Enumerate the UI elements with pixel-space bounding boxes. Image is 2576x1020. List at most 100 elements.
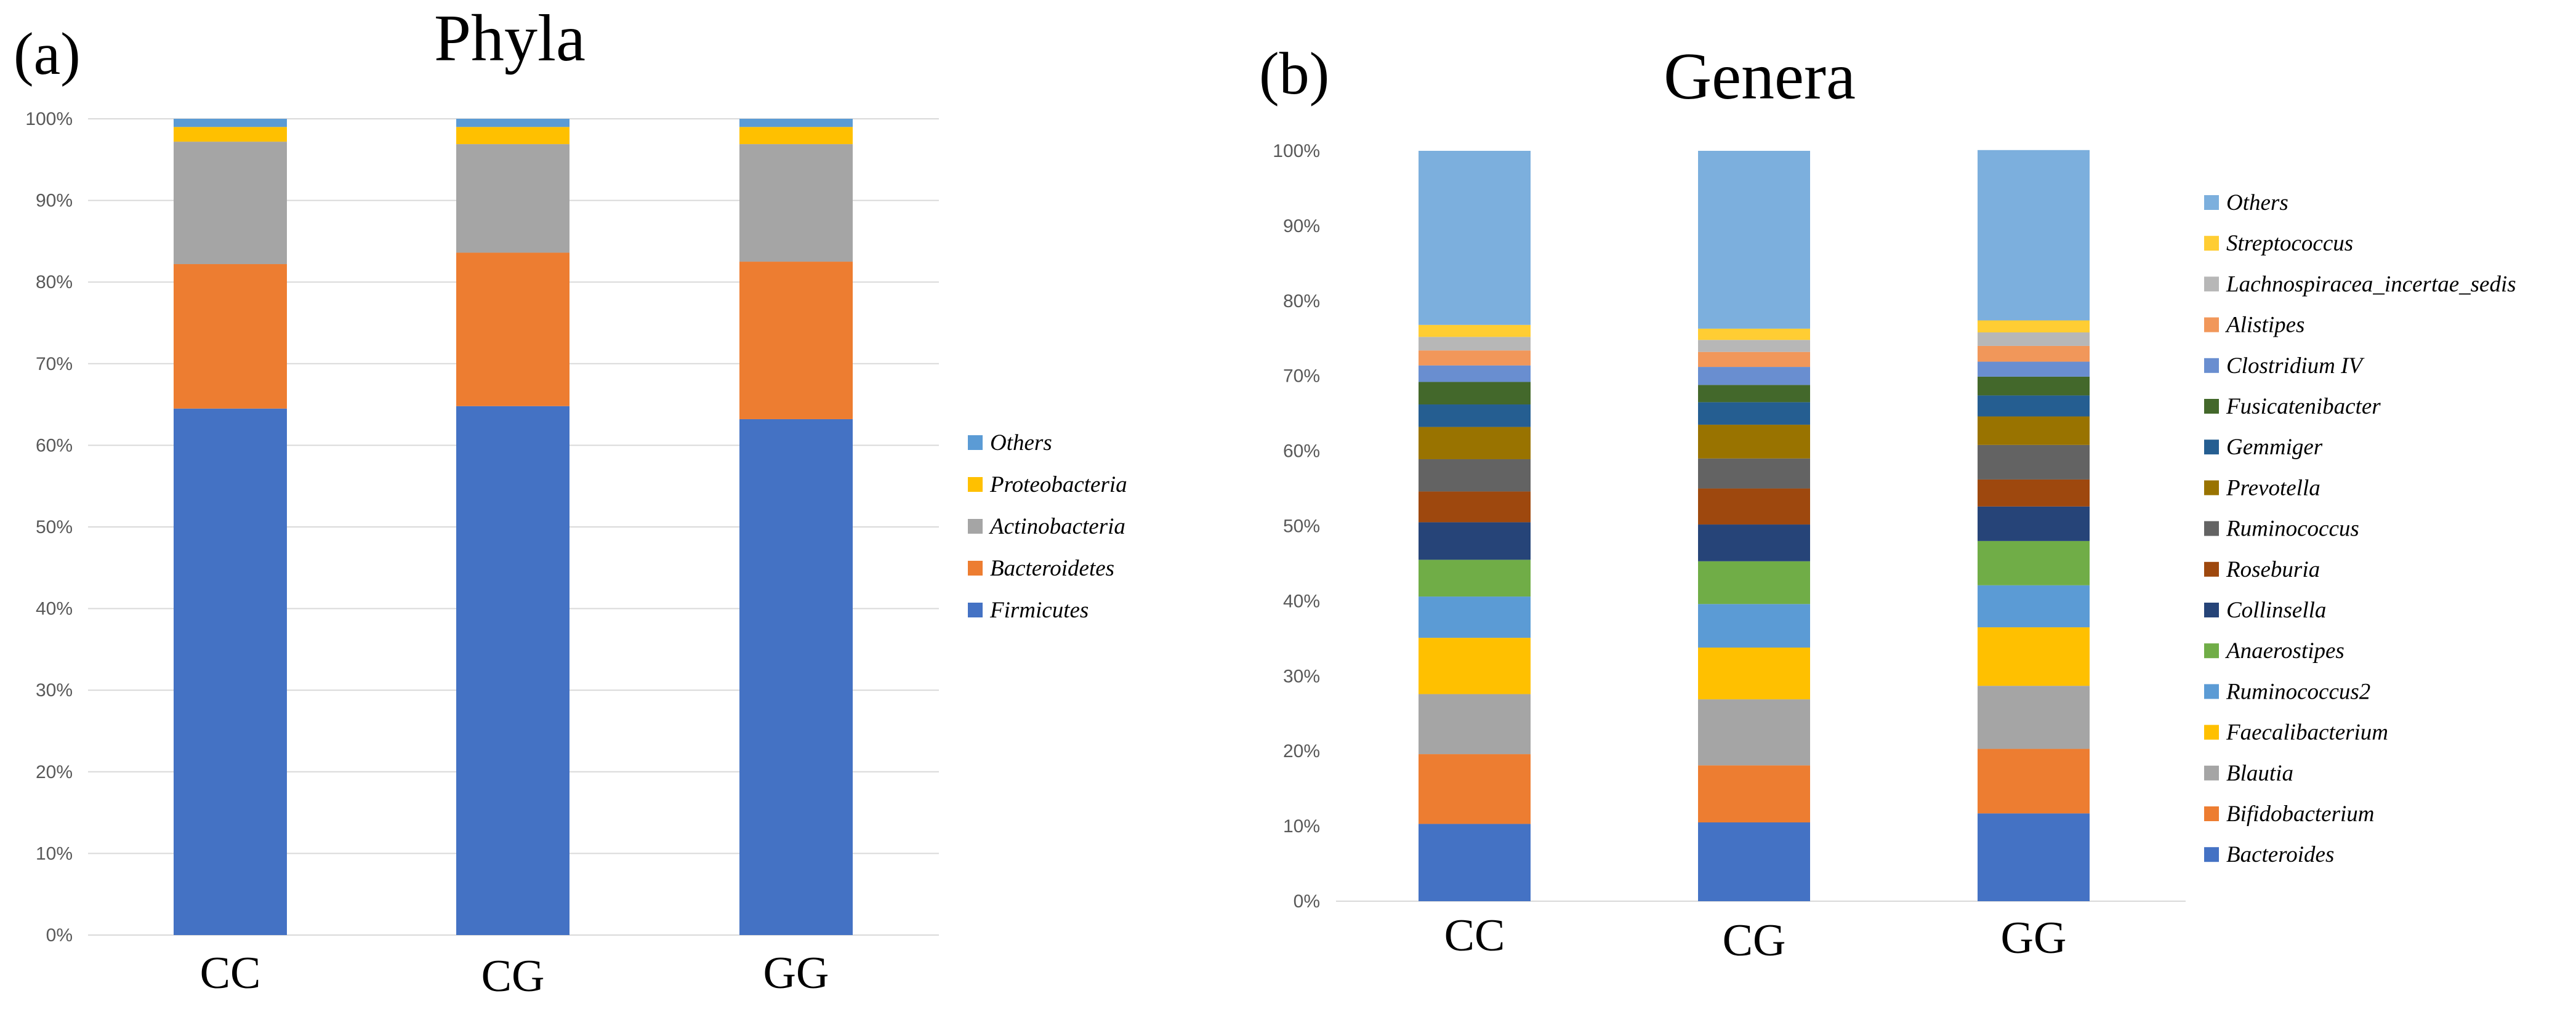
a-y-tick-label: 90% <box>36 191 73 211</box>
b-bar-cg-gemmiger <box>1698 402 1810 425</box>
b-legend-swatch-collinsella <box>2204 603 2219 617</box>
b-bar-cg-ruminococcus <box>1698 458 1810 489</box>
panel-a-y-ticks: 0% 10% 20% 30% 40% 50% 60% 70% 80% 90% 100% <box>25 109 73 946</box>
b-bar-cc-roseburia <box>1419 491 1531 523</box>
b-bar-cc-streptococcus <box>1419 324 1531 337</box>
b-legend-label-ruminococcus: Ruminococcus <box>2226 516 2359 542</box>
b-y-tick-label: 0% <box>1294 891 1320 912</box>
b-legend-label-others: Others <box>2226 190 2288 215</box>
a-bar-cc-firmicutes <box>174 408 287 935</box>
b-bar-cg-clostridium-iv <box>1698 367 1810 385</box>
b-bar-cc-clostridium-iv <box>1419 365 1531 382</box>
b-legend-label-blautia: Blautia <box>2226 761 2293 786</box>
b-legend-label-anaerostipes: Anaerostipes <box>2224 638 2345 664</box>
b-y-tick-label: 80% <box>1283 291 1320 311</box>
b-bar-gg-gemmiger <box>1978 395 2090 417</box>
b-y-tick-label: 40% <box>1283 591 1320 611</box>
b-bar-gg-bifidobacterium <box>1978 749 2090 814</box>
b-bar-cg-prevotella <box>1698 424 1810 459</box>
b-bar-gg-blautia <box>1978 686 2090 749</box>
a-y-tick-label: 40% <box>36 599 73 619</box>
b-bar-cc-bacteroides <box>1419 824 1531 901</box>
b-y-tick-label: 50% <box>1283 516 1320 537</box>
panel-b-x-categories: CC CG GG <box>1444 910 2067 966</box>
b-legend-swatch-roseburia <box>2204 561 2219 577</box>
b-legend-swatch-faecalibacterium <box>2204 725 2219 740</box>
panel-b-y-ticks: 0% 10% 20% 30% 40% 50% 60% 70% 80% 90% 100% <box>1273 141 1320 912</box>
b-legend-label-roseburia: Roseburia <box>2226 557 2320 582</box>
b-bar-cc-lachnospiracea-incertae-sedis <box>1419 337 1531 351</box>
b-category-label-cc: CC <box>1444 910 1505 961</box>
b-legend-swatch-alistipes <box>2204 317 2219 332</box>
a-legend-swatch-firmicutes <box>968 603 983 617</box>
b-legend-label-clostridium-iv: Clostridium IV <box>2226 353 2365 379</box>
b-bar-cc-ruminococcus <box>1419 459 1531 492</box>
a-legend-swatch-bacteroidetes <box>968 561 983 576</box>
b-y-tick-label: 30% <box>1283 666 1320 686</box>
b-bar-gg-bacteroides <box>1978 813 2090 901</box>
b-category-label-cg: CG <box>1723 915 1786 966</box>
b-bar-cg-faecalibacterium <box>1698 647 1810 700</box>
b-bar-gg-collinsella <box>1978 506 2090 541</box>
b-category-label-gg: GG <box>2001 913 2067 963</box>
a-bar-cc-actinobacteria <box>174 142 287 265</box>
b-bar-gg-roseburia <box>1978 479 2090 507</box>
b-legend-swatch-ruminococcus <box>2204 521 2219 536</box>
b-bar-gg-ruminococcus2 <box>1978 585 2090 628</box>
a-bar-cg-actinobacteria <box>456 144 570 253</box>
b-bar-gg-alistipes <box>1978 345 2090 362</box>
a-bar-cc-proteobacteria <box>174 127 287 142</box>
b-bar-cg-bifidobacterium <box>1698 765 1810 823</box>
b-legend-swatch-ruminococcus2 <box>2204 684 2219 699</box>
b-bar-cg-fusicatenibacter <box>1698 385 1810 403</box>
b-legend-swatch-bifidobacterium <box>2204 806 2219 821</box>
b-legend-swatch-bacteroides <box>2204 847 2219 862</box>
b-bar-cg-ruminococcus2 <box>1698 604 1810 648</box>
b-bar-cg-others <box>1698 151 1810 329</box>
panel-a-x-categories: CC CG GG <box>200 948 829 1002</box>
b-bar-gg-streptococcus <box>1978 320 2090 332</box>
a-category-label-cc: CC <box>200 948 261 998</box>
b-legend-label-bifidobacterium: Bifidobacterium <box>2226 801 2374 827</box>
panel-a-title: Phyla <box>434 2 586 75</box>
b-bar-cc-anaerostipes <box>1419 560 1531 597</box>
a-legend-label-bacteroidetes: Bacteroidetes <box>990 556 1114 581</box>
b-bar-cg-roseburia <box>1698 488 1810 525</box>
b-bar-cg-collinsella <box>1698 524 1810 561</box>
b-bar-cc-prevotella <box>1419 427 1531 460</box>
a-bar-gg-actinobacteria <box>739 144 853 262</box>
b-y-tick-label: 10% <box>1283 816 1320 837</box>
b-legend-label-gemmiger: Gemmiger <box>2226 435 2323 460</box>
panel-b-genera-chart: (b) Genera 0% 10% 20% 30% 40% 50% 60% 70% 80% 90%… <box>1259 40 2516 966</box>
a-bar-cc-bacteroidetes <box>174 264 287 409</box>
b-legend-swatch-anaerostipes <box>2204 643 2219 659</box>
b-legend-label-streptococcus: Streptococcus <box>2226 231 2353 256</box>
a-legend-swatch-others <box>968 435 983 450</box>
b-bar-cc-bifidobacterium <box>1419 754 1531 824</box>
b-bar-cg-alistipes <box>1698 351 1810 367</box>
b-bar-cc-others <box>1419 151 1531 325</box>
b-y-tick-label: 100% <box>1273 141 1320 161</box>
b-bar-cc-fusicatenibacter <box>1419 382 1531 405</box>
b-bar-cg-anaerostipes <box>1698 561 1810 604</box>
a-category-label-gg: GG <box>763 948 829 998</box>
b-legend-swatch-fusicatenibacter <box>2204 399 2219 414</box>
a-bar-cg-proteobacteria <box>456 127 570 145</box>
b-legend-label-lachnospiracea-incertae-sedis: Lachnospiracea_incertae_sedis <box>2226 271 2516 297</box>
b-bar-gg-anaerostipes <box>1978 540 2090 585</box>
a-bar-cg-others <box>456 119 570 127</box>
a-y-tick-label: 0% <box>46 925 73 946</box>
a-legend-label-firmicutes: Firmicutes <box>989 598 1089 623</box>
b-legend-label-collinsella: Collinsella <box>2226 598 2326 623</box>
panel-b-title: Genera <box>1664 40 1856 113</box>
b-bar-gg-prevotella <box>1978 416 2090 445</box>
panel-a-bars <box>174 119 853 935</box>
b-legend-swatch-lachnospiracea-incertae-sedis <box>2204 276 2219 292</box>
b-y-tick-label: 60% <box>1283 441 1320 462</box>
a-bar-gg-bacteroidetes <box>739 262 853 419</box>
a-y-tick-label: 80% <box>36 272 73 292</box>
a-y-tick-label: 30% <box>36 680 73 701</box>
a-bar-cg-firmicutes <box>456 406 570 935</box>
b-legend-swatch-gemmiger <box>2204 440 2219 455</box>
